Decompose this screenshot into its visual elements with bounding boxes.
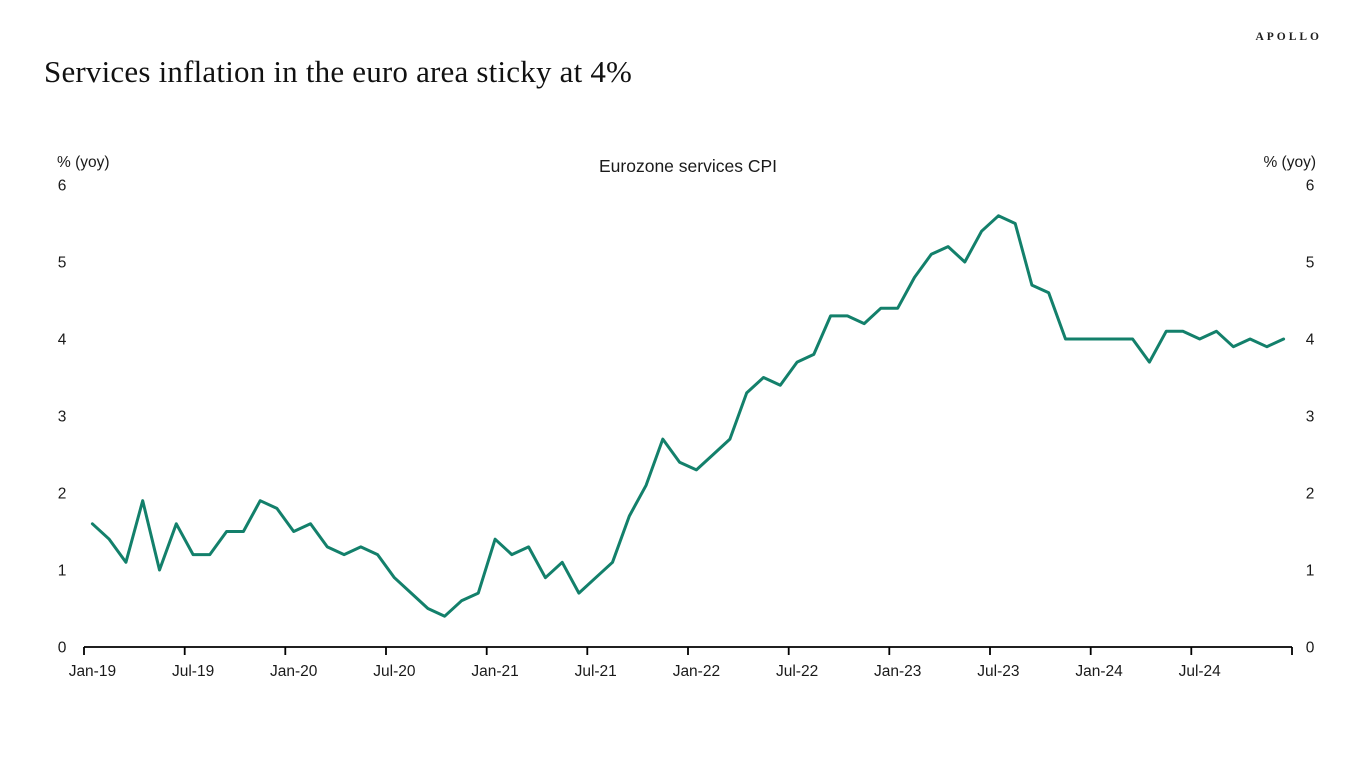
x-tick-label: Jan-23	[874, 663, 921, 680]
x-tick-label: Jul-24	[1179, 663, 1222, 680]
y-tick-label-left: 0	[58, 640, 67, 657]
y-tick-label-left: 5	[58, 255, 67, 272]
y-tick-label-right: 0	[1306, 640, 1315, 657]
y-tick-label-left: 1	[58, 563, 67, 580]
y-tick-label-right: 2	[1306, 486, 1315, 503]
y-tick-label-left: 6	[58, 178, 67, 195]
y-tick-label-left: 4	[58, 332, 67, 349]
axis-unit-left: % (yoy)	[57, 154, 110, 171]
chart-title: Eurozone services CPI	[599, 156, 777, 176]
y-tick-label-right: 3	[1306, 409, 1315, 426]
x-tick-label: Jan-24	[1075, 663, 1123, 680]
y-tick-label-left: 2	[58, 486, 67, 503]
y-tick-label-left: 3	[58, 409, 67, 426]
x-axis	[83, 646, 1293, 655]
x-tick-label: Jul-20	[373, 663, 416, 680]
axis-unit-right: % (yoy)	[1263, 154, 1316, 171]
x-tick-label: Jan-22	[673, 663, 720, 680]
y-tick-label-right: 6	[1306, 178, 1315, 195]
x-tick-label: Jan-21	[471, 663, 518, 680]
page-title: Services inflation in the euro area stic…	[44, 54, 633, 89]
apollo-logo: APOLLO	[1255, 31, 1322, 43]
x-tick-label: Jul-22	[776, 663, 818, 680]
x-tick-label: Jan-20	[270, 663, 318, 680]
x-tick-label: Jul-23	[977, 663, 1019, 680]
x-tick-label: Jan-19	[69, 663, 116, 680]
y-tick-label-right: 4	[1306, 332, 1315, 349]
cpi-line	[90, 214, 1286, 618]
y-tick-label-right: 5	[1306, 255, 1315, 272]
x-tick-label: Jul-21	[575, 663, 617, 680]
x-tick-label: Jul-19	[172, 663, 214, 680]
y-tick-label-right: 1	[1306, 563, 1315, 580]
